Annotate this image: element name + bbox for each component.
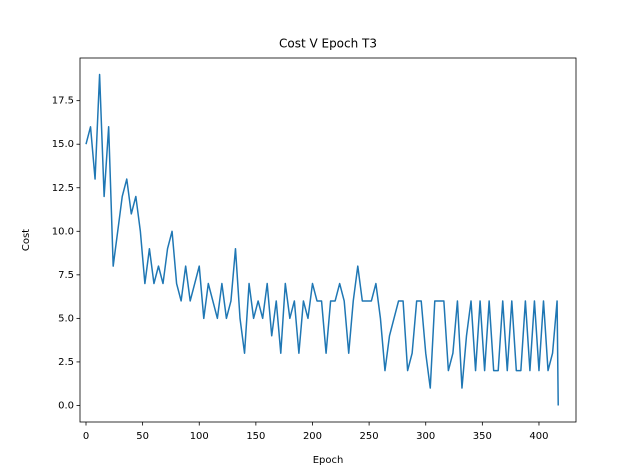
x-axis-label: Epoch <box>313 455 344 466</box>
x-tick-label: 0 <box>83 431 89 442</box>
x-tick-label: 100 <box>190 431 209 442</box>
plot-frame <box>79 57 577 423</box>
y-tick-label: 15.0 <box>52 139 74 150</box>
x-tick-label: 50 <box>136 431 149 442</box>
y-tick-label: 7.5 <box>58 270 74 281</box>
x-tick-label: 250 <box>360 431 379 442</box>
x-tick-label: 200 <box>303 431 322 442</box>
x-tick-label: 350 <box>473 431 492 442</box>
chart-title: Cost V Epoch T3 <box>279 37 377 51</box>
x-tick-label: 400 <box>529 431 548 442</box>
y-tick-label: 12.5 <box>52 183 74 194</box>
data-line <box>85 73 559 406</box>
x-tick-label: 300 <box>416 431 435 442</box>
x-tick-label: 150 <box>246 431 265 442</box>
y-tick-label: 2.5 <box>58 357 74 368</box>
y-tick-label: 17.5 <box>52 96 74 107</box>
y-tick-label: 5.0 <box>58 313 74 324</box>
y-axis-label: Cost <box>21 229 32 251</box>
y-tick-label: 0.0 <box>58 400 74 411</box>
y-tick-label: 10.0 <box>52 226 74 237</box>
